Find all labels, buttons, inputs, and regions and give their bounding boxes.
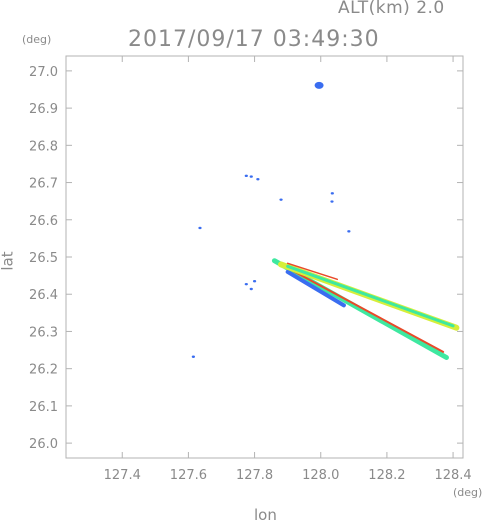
x-tick-label: 128.0 [302, 468, 339, 483]
x-tick-label: 127.4 [104, 468, 141, 483]
data-point [347, 230, 351, 233]
data-point [249, 287, 253, 291]
data-point [330, 192, 334, 195]
data-point [330, 200, 334, 203]
y-tick-label: 26.1 [29, 400, 58, 415]
altitude-label: ALT(km) 2.0 [338, 0, 445, 18]
y-axis-unit: (deg) [22, 33, 52, 46]
data-point [249, 175, 253, 178]
data-marks [191, 81, 460, 360]
data-point [244, 174, 248, 178]
x-tick-label: 128.2 [368, 468, 405, 483]
streak-upper-red [286, 262, 339, 281]
y-tick-label: 27.0 [29, 65, 58, 80]
x-tick-label: 128.4 [434, 468, 471, 483]
y-tick-label: 26.9 [29, 102, 58, 117]
y-tick-label: 26.6 [29, 214, 58, 229]
y-tick-label: 26.5 [29, 251, 58, 266]
x-axis-unit: (deg) [453, 486, 483, 499]
x-tick-label: 127.6 [170, 468, 207, 483]
y-tick-label: 26.2 [29, 363, 58, 378]
data-point [198, 226, 202, 230]
data-point [244, 282, 248, 286]
y-tick-label: 26.7 [29, 177, 58, 192]
datetime-title: 2017/09/17 03:49:30 [128, 27, 380, 52]
streak-upper-green [286, 264, 455, 328]
y-tick-label: 26.4 [29, 288, 58, 303]
y-tick-label: 26.3 [29, 325, 58, 340]
plot-frame [65, 55, 464, 459]
streak-lower-red [280, 263, 445, 353]
axis-ticks: 26.0 26.1 26.2 26.3 26.4 26.5 26.6 26.7 26.8 26.9… [29, 56, 472, 483]
data-point [314, 81, 324, 89]
data-point [252, 279, 257, 283]
streak-lower-blue [285, 269, 346, 308]
x-axis-title: lon [254, 506, 277, 524]
data-point [279, 198, 283, 201]
x-tick-label: 127.8 [236, 468, 273, 483]
data-point [191, 355, 195, 358]
data-point [256, 178, 260, 181]
y-tick-label: 26.0 [29, 437, 58, 452]
y-tick-label: 26.8 [29, 139, 58, 154]
